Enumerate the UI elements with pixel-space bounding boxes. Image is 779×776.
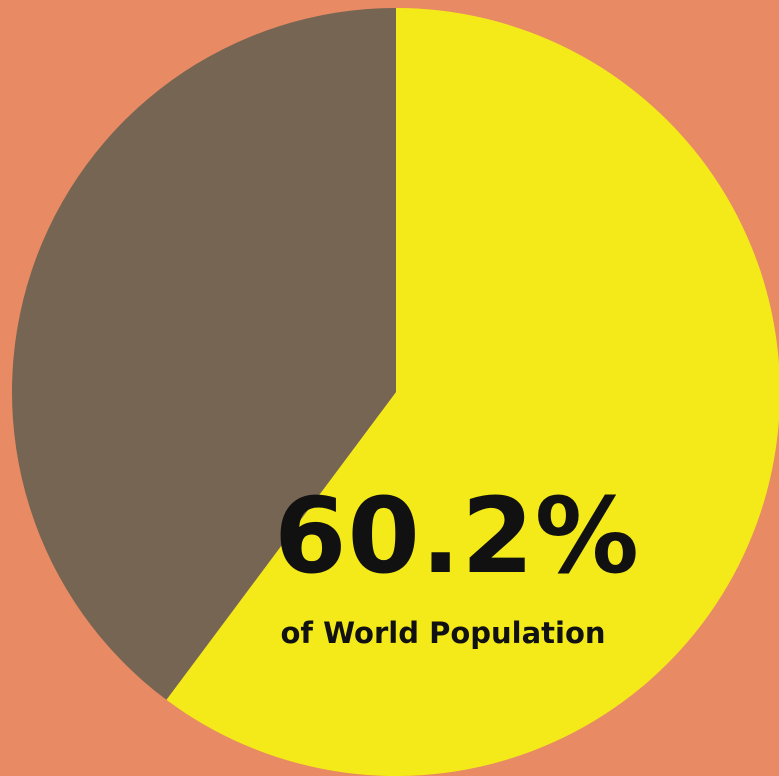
pie-slice-highlight: [166, 8, 779, 776]
pie-slices: [12, 8, 779, 776]
pie-slice-rest: [12, 8, 397, 700]
percentage-value: 60.2%: [274, 475, 640, 597]
population-caption: of World Population: [280, 616, 605, 650]
